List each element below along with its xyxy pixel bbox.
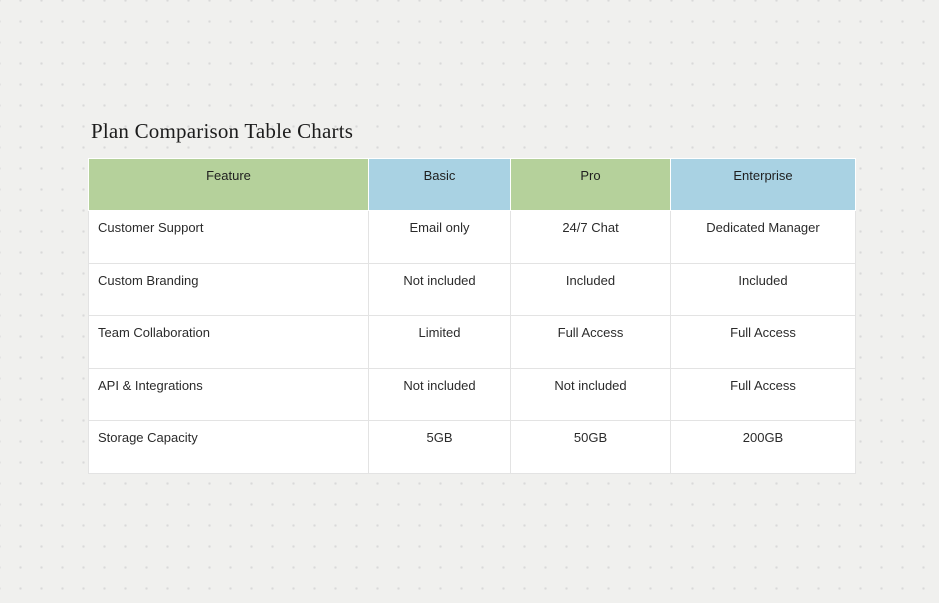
plan-comparison-table[interactable]: Feature Basic Pro Enterprise Customer Suppo… xyxy=(88,158,856,474)
feature-cell: Storage Capacity xyxy=(88,420,369,474)
table-row: Custom Branding Not included Included Inclu… xyxy=(88,262,856,317)
header-cell-pro: Pro xyxy=(510,158,671,211)
value-cell: Full Access xyxy=(670,367,856,422)
value-cell: 50GB xyxy=(510,420,671,474)
header-row: Feature Basic Pro Enterprise xyxy=(88,158,856,211)
table-row: Storage Capacity 5GB 50GB 200GB xyxy=(88,420,856,474)
feature-cell: Custom Branding xyxy=(88,262,369,317)
table-body: Customer Support Email only 24/7 Chat Dedic… xyxy=(88,210,856,474)
header-cell-enterprise: Enterprise xyxy=(670,158,856,211)
feature-cell: Team Collaboration xyxy=(88,315,369,369)
table-row: Customer Support Email only 24/7 Chat Dedic… xyxy=(88,210,856,264)
value-cell: 5GB xyxy=(368,420,511,474)
value-cell: Included xyxy=(510,262,671,317)
header-cell-feature: Feature xyxy=(88,158,369,211)
table-row: Team Collaboration Limited Full Access Full… xyxy=(88,315,856,369)
value-cell: Not included xyxy=(368,367,511,422)
value-cell: Full Access xyxy=(670,315,856,369)
value-cell: 24/7 Chat xyxy=(510,210,671,264)
value-cell: Not included xyxy=(510,367,671,422)
value-cell: Included xyxy=(670,262,856,317)
value-cell: Not included xyxy=(368,262,511,317)
feature-cell: Customer Support xyxy=(88,210,369,264)
value-cell: Full Access xyxy=(510,315,671,369)
value-cell: Email only xyxy=(368,210,511,264)
feature-cell: API & Integrations xyxy=(88,367,369,422)
table-row: API & Integrations Not included Not includ… xyxy=(88,367,856,422)
chart-title: Plan Comparison Table Charts xyxy=(91,119,354,143)
value-cell: 200GB xyxy=(670,420,856,474)
value-cell: Dedicated Manager xyxy=(670,210,856,264)
header-cell-basic: Basic xyxy=(368,158,511,211)
value-cell: Limited xyxy=(368,315,511,369)
